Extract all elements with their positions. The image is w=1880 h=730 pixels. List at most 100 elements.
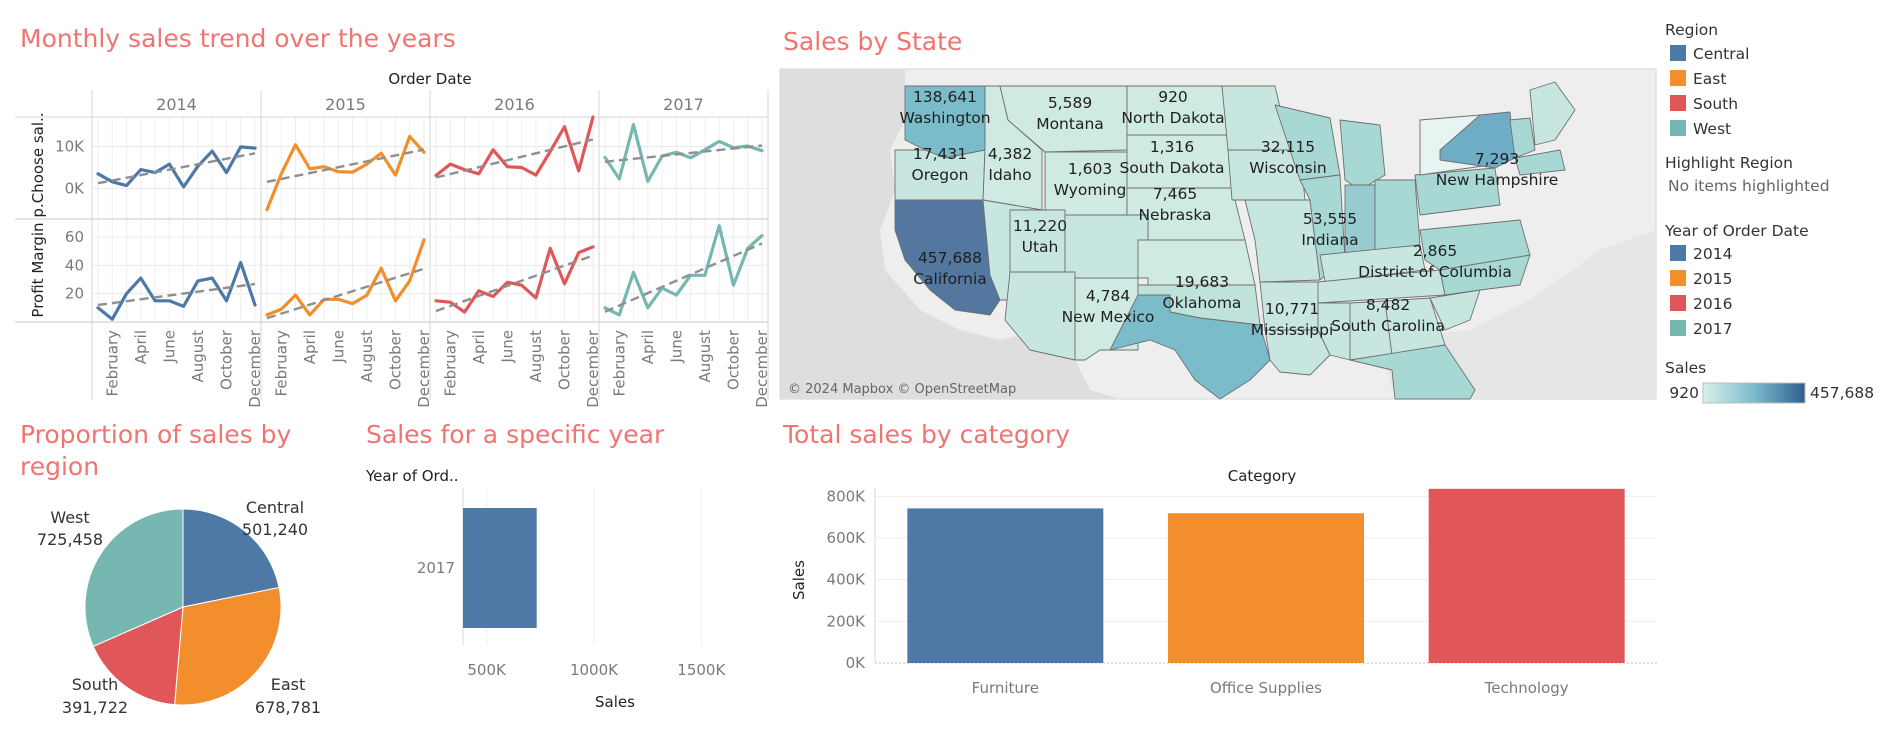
bar-y-tick-600K: 600K (827, 529, 867, 547)
state-value-south-carolina: 8,482 (1366, 296, 1410, 314)
hbar-title: Sales for a specific year (366, 420, 665, 449)
state-name-idaho: Idaho (988, 166, 1031, 184)
facet-label-2015: 2015 (325, 95, 366, 114)
sales-color-ramp (1702, 382, 1806, 404)
pie-value-south: 391,722 (62, 698, 128, 717)
state-name-wisconsin: Wisconsin (1249, 159, 1326, 177)
hbar-category-2017: 2017 (417, 559, 455, 577)
facet-label-2014: 2014 (156, 95, 197, 114)
pie-slice-west[interactable] (84, 508, 184, 648)
legend-swatch-central[interactable] (1670, 45, 1686, 61)
legend-swatch-west[interactable] (1670, 120, 1686, 136)
month-tick-august: August (527, 330, 545, 383)
legend-swatch-south[interactable] (1670, 95, 1686, 111)
state-value-new-mexico: 4,784 (1086, 287, 1130, 305)
legend-label-2017[interactable]: 2017 (1693, 320, 1732, 338)
sales-ramp-min: 920 (1669, 384, 1699, 402)
state-ohio[interactable] (1374, 179, 1421, 251)
hbar-plot: 500K 1000K 1500K 2017 (417, 488, 726, 679)
sales-ramp-max: 457,688 (1810, 384, 1874, 402)
series-line-2014-profit[interactable] (96, 260, 257, 321)
state-virginia[interactable] (1419, 219, 1531, 271)
month-tick-april: April (639, 330, 657, 364)
legend-label-2015[interactable]: 2015 (1693, 270, 1732, 288)
legend-label-2016[interactable]: 2016 (1693, 295, 1732, 313)
month-tick-february: February (610, 330, 628, 397)
pie-label-east: East (271, 675, 306, 694)
legend-swatch-2016[interactable] (1670, 295, 1686, 311)
state-maine[interactable] (1529, 81, 1576, 146)
state-michigan[interactable] (1339, 119, 1386, 191)
state-texas[interactable] (1109, 294, 1271, 400)
legend-year-items: 2014 2015 2016 2017 (1670, 245, 1732, 338)
pie-slice-central[interactable] (182, 508, 280, 608)
legend-highlight-value[interactable]: No items highlighted (1668, 177, 1830, 195)
bar-furniture[interactable] (907, 508, 1104, 663)
state-kentucky[interactable] (1319, 244, 1426, 283)
map-title: Sales by State (783, 27, 962, 56)
month-tick-october: October (724, 329, 742, 390)
pie-value-central: 501,240 (242, 520, 308, 539)
legend-label-central[interactable]: Central (1693, 45, 1749, 63)
y-tick-0K: 0K (65, 180, 86, 198)
pie-title-line1: Proportion of sales by (20, 420, 291, 449)
legend-region-items: Central East South West (1670, 45, 1749, 138)
series-line-2015-profit[interactable] (265, 238, 426, 317)
state-missouri[interactable] (1244, 199, 1321, 283)
legend-swatch-2017[interactable] (1670, 320, 1686, 336)
series-line-2015-sales[interactable] (265, 134, 426, 212)
bar-category-office-supplies: Office Supplies (1210, 679, 1322, 697)
facet-label-2017: 2017 (663, 95, 704, 114)
map-water-gulf (1180, 230, 1656, 399)
state-mississippi[interactable] (1317, 302, 1351, 361)
pie-labels: Central 501,240 East 678,781 South 391,722 Wes… (37, 498, 321, 717)
state-value-oklahoma: 19,683 (1175, 273, 1229, 291)
state-value-wisconsin: 32,115 (1261, 138, 1315, 156)
month-tick-april: April (470, 330, 488, 364)
state-value-montana: 5,589 (1048, 94, 1092, 112)
state-colorado[interactable] (1064, 214, 1149, 279)
series-line-2016-profit[interactable] (434, 245, 595, 314)
month-tick-october: October (386, 329, 404, 390)
hbar-bar-2017[interactable] (463, 508, 537, 628)
pie-slice-east[interactable] (174, 586, 282, 706)
legend-swatch-east[interactable] (1670, 70, 1686, 86)
state-value-new-hampshire: 7,293 (1475, 150, 1519, 168)
state-value-nebraska: 7,465 (1153, 185, 1197, 203)
state-value-california: 457,688 (918, 249, 982, 267)
bar-title: Total sales by category (782, 420, 1070, 449)
legend-panel: Region Central East South West Highlight Re… (1664, 21, 1874, 404)
legend-label-east[interactable]: East (1693, 70, 1726, 88)
bar-y-tick-400K: 400K (827, 571, 867, 589)
state-name-nebraska: Nebraska (1138, 206, 1211, 224)
legend-label-2014[interactable]: 2014 (1693, 245, 1732, 263)
state-montana[interactable] (999, 85, 1128, 153)
legend-swatch-2015[interactable] (1670, 270, 1686, 286)
legend-highlight-title: Highlight Region (1665, 154, 1793, 172)
legend-label-south[interactable]: South (1693, 95, 1738, 113)
month-tick-december: December (753, 329, 771, 408)
bar-office-supplies[interactable] (1168, 513, 1364, 663)
state-florida[interactable] (1349, 344, 1476, 400)
state-vermont-nh[interactable] (1509, 117, 1536, 159)
bar-technology[interactable] (1428, 488, 1625, 663)
bar-y-tick-800K: 800K (827, 487, 867, 505)
row-header-sales: p.Choose sal.. (29, 112, 47, 217)
pie-value-west: 725,458 (37, 530, 103, 549)
y-tick-10K: 10K (55, 137, 85, 155)
month-tick-august: August (696, 330, 714, 383)
series-line-2017-profit[interactable] (603, 224, 764, 317)
series-line-2016-sales[interactable] (434, 115, 595, 178)
pie-slice-south[interactable] (92, 606, 184, 706)
state-value-south-dakota: 1,316 (1150, 138, 1194, 156)
state-new-york[interactable] (1439, 111, 1516, 169)
series-line-2014-sales[interactable] (96, 145, 257, 189)
state-arizona[interactable] (1004, 271, 1076, 361)
state-pennsylvania[interactable] (1414, 167, 1501, 216)
legend-label-west[interactable]: West (1693, 120, 1731, 138)
state-new-england[interactable] (1514, 149, 1566, 176)
month-tick-august: August (358, 330, 376, 383)
legend-swatch-2014[interactable] (1670, 245, 1686, 261)
trend-line-2015 (266, 148, 425, 184)
month-tick-june: June (160, 330, 178, 364)
